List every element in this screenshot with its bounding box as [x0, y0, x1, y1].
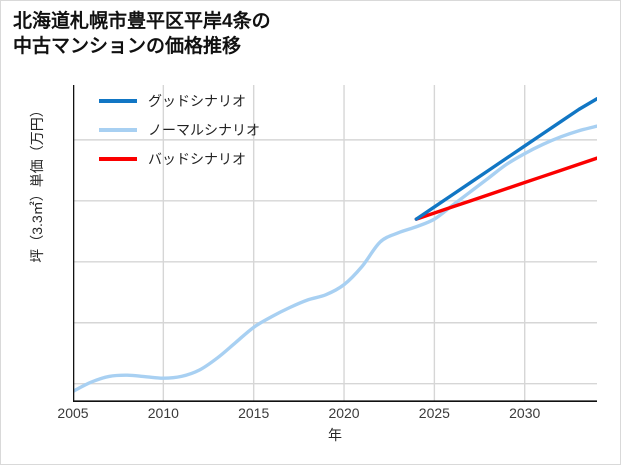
- legend-item-1[interactable]: ノーマルシナリオ: [99, 120, 260, 140]
- series-lines: [73, 97, 597, 394]
- legend-label: バッドシナリオ: [148, 151, 246, 167]
- x-tick-label: 2015: [238, 405, 270, 421]
- legend-swatch-icon: [99, 99, 137, 103]
- x-tick-label: 2020: [328, 405, 360, 421]
- x-tick-label: 2010: [147, 405, 179, 421]
- x-tick-label: 2025: [418, 405, 450, 421]
- legend-swatch-icon: [99, 157, 137, 161]
- x-axis-label: 年: [328, 427, 342, 443]
- series-line-グッドシナリオ: [414, 97, 597, 221]
- x-tick-label: 2005: [57, 405, 89, 421]
- y-axis-label: 坪（3.3㎡）単価（万円）: [27, 43, 47, 323]
- series-line-ノーマルシナリオ: [73, 124, 597, 394]
- legend-swatch-icon: [99, 128, 137, 132]
- legend-item-0[interactable]: グッドシナリオ: [99, 91, 260, 111]
- legend-label: グッドシナリオ: [148, 93, 246, 109]
- axis-ticks: [73, 140, 525, 402]
- chart-legend: グッドシナリオ ノーマルシナリオ バッドシナリオ: [99, 91, 260, 169]
- plot-area: [73, 85, 597, 402]
- legend-item-2[interactable]: バッドシナリオ: [99, 149, 260, 169]
- gridlines: [73, 85, 597, 402]
- line-chart-svg: [73, 85, 597, 402]
- series-line-バッドシナリオ: [414, 156, 597, 221]
- page-title: 北海道札幌市豊平区平岸4条の 中古マンションの価格推移: [13, 11, 271, 58]
- legend-label: ノーマルシナリオ: [148, 122, 260, 138]
- y-axis-label-text: 坪（3.3㎡）単価（万円）: [29, 103, 45, 263]
- x-tick-label: 2030: [509, 405, 541, 421]
